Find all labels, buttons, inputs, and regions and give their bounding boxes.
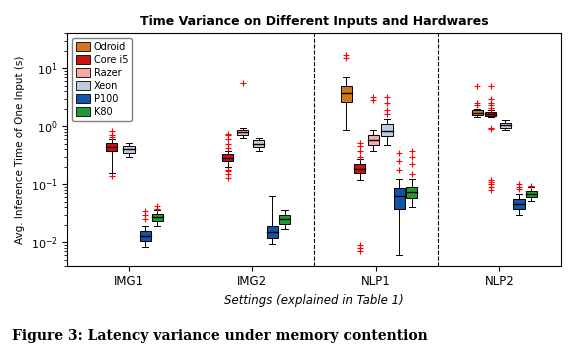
Bar xyxy=(526,191,537,197)
Bar xyxy=(267,226,278,238)
Legend: Odroid, Core i5, Razer, Xeon, P100, K80: Odroid, Core i5, Razer, Xeon, P100, K80 xyxy=(72,38,132,120)
Bar xyxy=(394,188,405,209)
Bar xyxy=(222,154,233,161)
Bar xyxy=(406,187,417,198)
Bar xyxy=(279,215,290,224)
Bar xyxy=(152,214,163,221)
Bar xyxy=(354,164,365,173)
X-axis label: Settings (explained in Table 1): Settings (explained in Table 1) xyxy=(224,294,404,307)
Bar xyxy=(139,230,150,241)
Y-axis label: Avg. Inference Time of One Input (s): Avg. Inference Time of One Input (s) xyxy=(15,55,25,244)
Title: Time Variance on Different Inputs and Hardwares: Time Variance on Different Inputs and Ha… xyxy=(140,15,488,28)
Bar xyxy=(500,123,511,128)
Bar xyxy=(472,110,483,115)
Bar xyxy=(340,86,352,102)
Bar xyxy=(485,112,496,116)
Text: Figure 3: Latency variance under memory contention: Figure 3: Latency variance under memory … xyxy=(12,329,427,343)
Bar xyxy=(123,146,135,153)
Bar xyxy=(381,124,392,136)
Bar xyxy=(368,135,379,145)
Bar xyxy=(253,140,264,147)
Bar xyxy=(237,129,248,135)
Bar xyxy=(106,143,118,151)
Bar xyxy=(513,199,525,209)
